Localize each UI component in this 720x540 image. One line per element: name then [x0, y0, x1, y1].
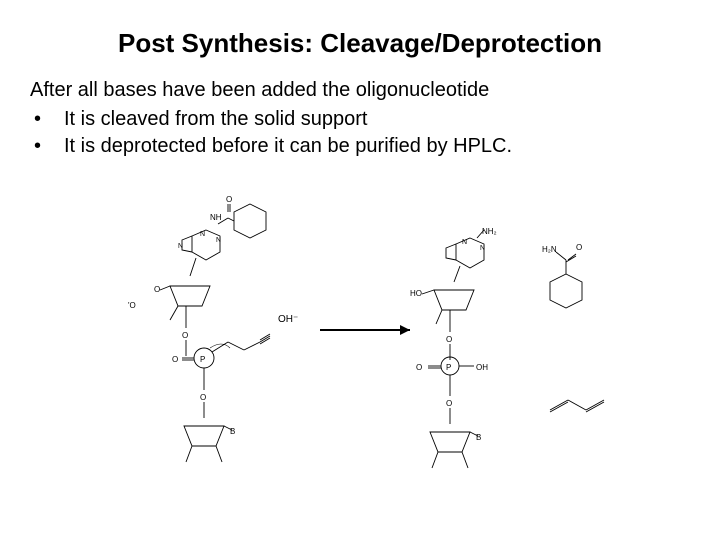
svg-text:OH: OH — [476, 363, 488, 372]
svg-text:N: N — [480, 245, 485, 252]
reaction-arrow-icon — [320, 325, 410, 335]
svg-text:B: B — [476, 433, 481, 442]
svg-text:O: O — [172, 355, 178, 364]
svg-text:O: O — [416, 363, 422, 372]
svg-text:N: N — [178, 243, 183, 250]
svg-text:O: O — [200, 393, 206, 402]
svg-text:O: O — [182, 331, 188, 340]
product-structure: NH₂ N N HO O P O OH O — [410, 227, 604, 468]
svg-text:HO: HO — [410, 289, 422, 298]
svg-text:O: O — [446, 335, 452, 344]
bullet-list: • It is cleaved from the solid support •… — [30, 106, 690, 160]
svg-text:N: N — [216, 237, 221, 244]
svg-text:N: N — [200, 231, 205, 238]
bullet-item: • It is cleaved from the solid support — [30, 106, 690, 133]
svg-text:O: O — [154, 285, 160, 294]
svg-text:P: P — [200, 355, 205, 364]
reaction-diagram: O NH N N N O O P O — [110, 190, 630, 510]
svg-text:N: N — [462, 239, 467, 246]
svg-text:O: O — [226, 195, 232, 204]
bullet-text: It is deprotected before it can be purif… — [64, 133, 690, 160]
svg-text:H₂N: H₂N — [542, 245, 557, 254]
svg-text:OH⁻: OH⁻ — [278, 314, 298, 325]
bullet-marker: • — [30, 106, 64, 133]
svg-text:'O: 'O — [128, 301, 136, 310]
svg-text:O: O — [446, 399, 452, 408]
svg-text:NH: NH — [210, 213, 222, 222]
svg-text:O: O — [576, 243, 582, 252]
slide-title: Post Synthesis: Cleavage/Deprotection — [30, 28, 690, 59]
svg-text:B: B — [230, 427, 235, 436]
bullet-text: It is cleaved from the solid support — [64, 106, 690, 133]
svg-text:P: P — [446, 363, 451, 372]
body-text-block: After all bases have been added the olig… — [30, 77, 690, 160]
bullet-marker: • — [30, 133, 64, 160]
bullet-item: • It is deprotected before it can be pur… — [30, 133, 690, 160]
reactant-structure: O NH N N N O O P O — [128, 195, 298, 462]
lead-sentence: After all bases have been added the olig… — [30, 77, 690, 104]
svg-text:NH₂: NH₂ — [482, 227, 497, 236]
